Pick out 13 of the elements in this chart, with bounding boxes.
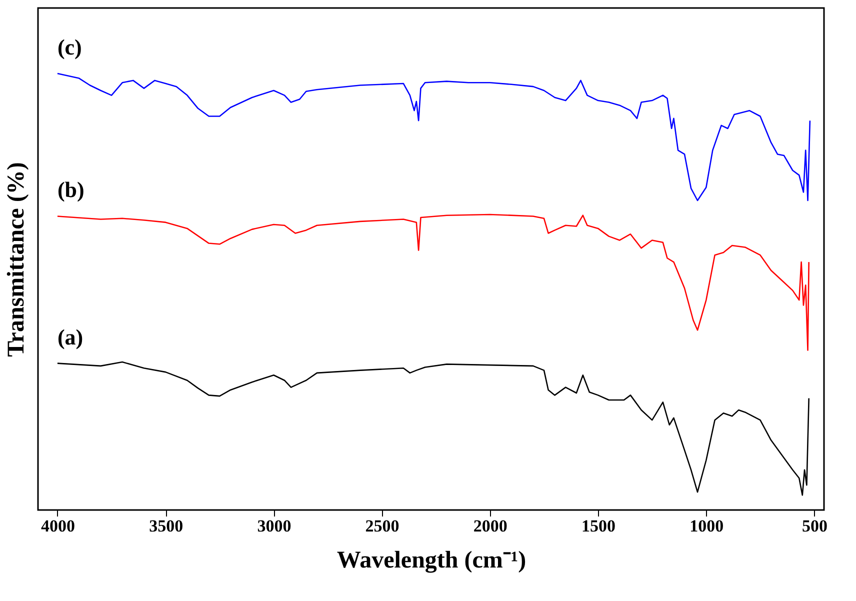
x-tick-label: 4000 bbox=[40, 516, 75, 536]
x-tick-label: 2000 bbox=[473, 516, 508, 536]
x-tick-label: 500 bbox=[802, 516, 828, 536]
x-axis-title: Wavelength (cm⁻¹) bbox=[336, 548, 526, 574]
series-label: (c) bbox=[57, 34, 82, 60]
series-label: (a) bbox=[57, 324, 84, 350]
x-tick-label: 1500 bbox=[582, 516, 616, 536]
x-tick-label: 2500 bbox=[365, 516, 400, 536]
x-tick-label: 1000 bbox=[690, 516, 724, 536]
series-label: (b) bbox=[57, 177, 84, 202]
x-tick-label: 3500 bbox=[149, 516, 184, 536]
x-tick-label: 3000 bbox=[257, 516, 292, 536]
y-axis-title: Transmittance (%) bbox=[4, 162, 30, 357]
